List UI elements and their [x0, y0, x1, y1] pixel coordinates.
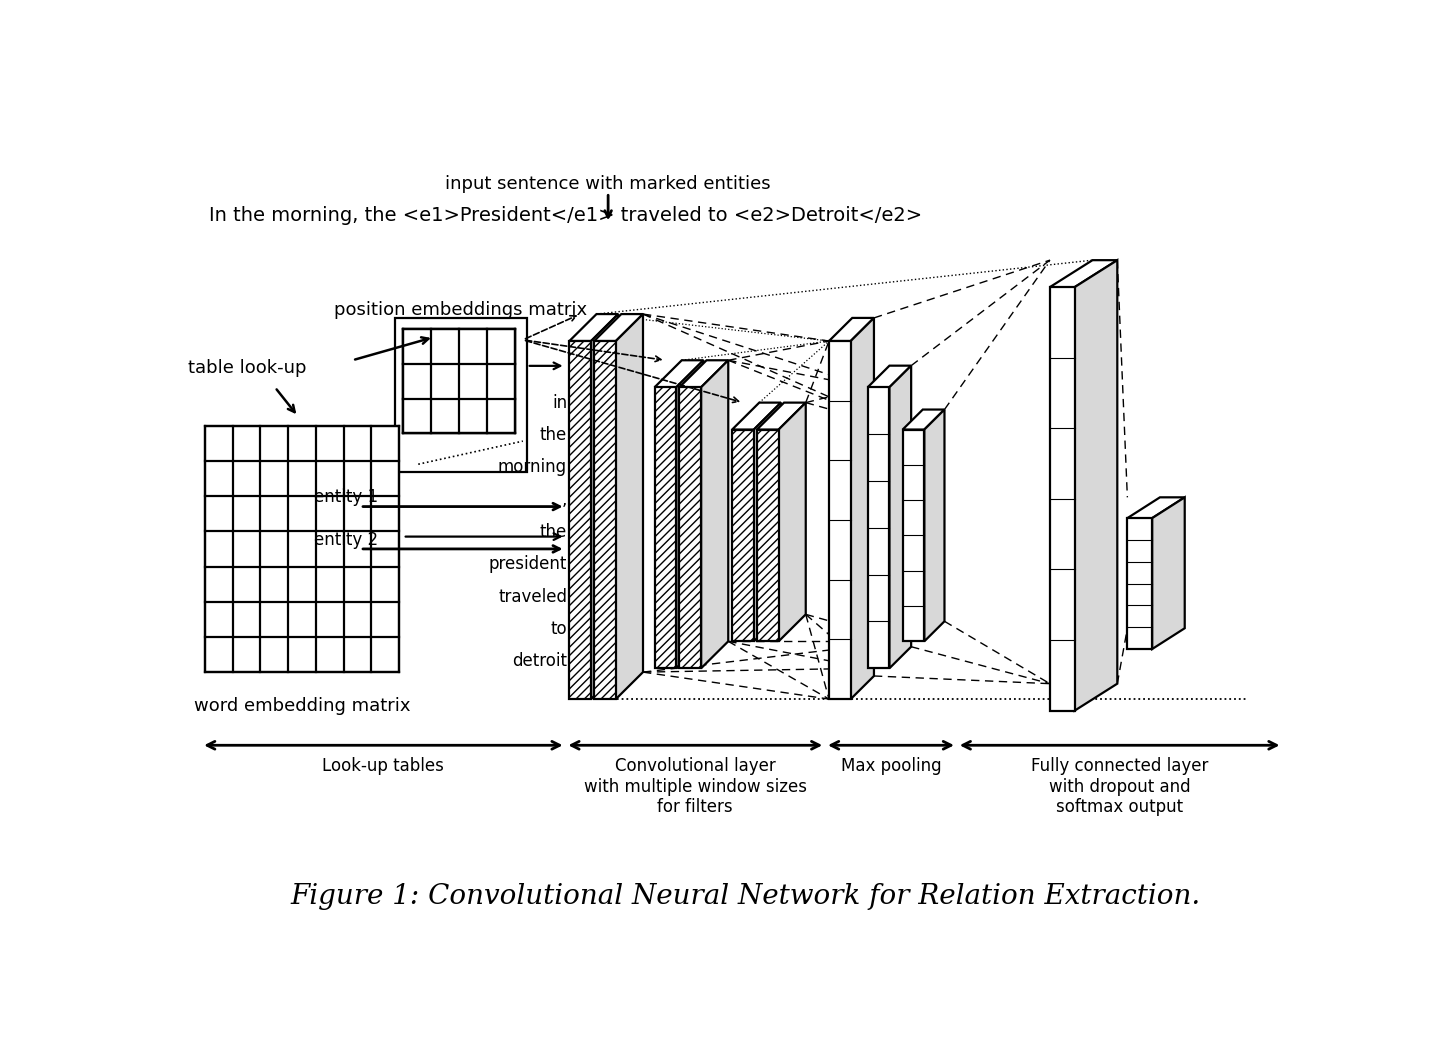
Bar	[1128, 518, 1152, 649]
Bar	[1051, 287, 1075, 711]
Polygon shape	[655, 361, 703, 387]
Bar	[205, 425, 399, 672]
Text: word embedding matrix: word embedding matrix	[194, 697, 410, 715]
Text: Look-up tables: Look-up tables	[323, 756, 444, 774]
Text: input sentence with marked entities: input sentence with marked entities	[445, 176, 771, 194]
Polygon shape	[594, 314, 643, 341]
Bar	[867, 387, 889, 669]
Text: Fully connected layer
with dropout and
softmax output: Fully connected layer with dropout and s…	[1032, 756, 1208, 817]
Polygon shape	[591, 314, 618, 699]
Bar	[403, 329, 515, 434]
Bar	[594, 341, 615, 699]
Text: the: the	[540, 426, 567, 444]
Polygon shape	[569, 314, 618, 341]
Text: ,: ,	[562, 491, 567, 509]
Bar	[403, 329, 515, 434]
Bar	[829, 341, 851, 699]
Bar	[757, 430, 778, 641]
Text: Convolutional layer
with multiple window sizes
for filters: Convolutional layer with multiple window…	[583, 756, 808, 817]
Text: the: the	[540, 523, 567, 541]
Polygon shape	[732, 403, 781, 430]
Text: entity 2: entity 2	[314, 531, 378, 549]
Text: in: in	[551, 394, 567, 412]
Polygon shape	[851, 317, 874, 699]
Polygon shape	[677, 361, 703, 669]
Bar	[679, 387, 701, 669]
Polygon shape	[615, 314, 643, 699]
Polygon shape	[1075, 260, 1117, 711]
Polygon shape	[1128, 497, 1184, 518]
Text: Max pooling: Max pooling	[841, 756, 941, 774]
Bar	[732, 430, 754, 641]
Bar	[655, 387, 677, 669]
Text: president: president	[489, 555, 567, 573]
Text: position embeddings matrix: position embeddings matrix	[335, 302, 588, 320]
Polygon shape	[924, 409, 944, 641]
Bar	[569, 341, 591, 699]
Text: In the morning, the <e1>President</e1> traveled to <e2>Detroit</e2>: In the morning, the <e1>President</e1> t…	[210, 206, 922, 225]
Polygon shape	[1152, 497, 1184, 649]
Polygon shape	[902, 409, 944, 430]
Polygon shape	[829, 317, 874, 341]
Bar	[902, 430, 924, 641]
Polygon shape	[757, 403, 806, 430]
Polygon shape	[701, 361, 729, 669]
Polygon shape	[889, 366, 911, 669]
Text: to: to	[550, 620, 567, 638]
Text: entity 1: entity 1	[314, 489, 378, 507]
Bar	[394, 317, 527, 472]
Polygon shape	[679, 361, 729, 387]
Polygon shape	[778, 403, 806, 641]
Text: Figure 1: Convolutional Neural Network for Relation Extraction.: Figure 1: Convolutional Neural Network f…	[290, 883, 1200, 911]
Polygon shape	[867, 366, 911, 387]
Text: traveled: traveled	[498, 587, 567, 605]
Text: table look-up: table look-up	[188, 359, 307, 377]
Text: morning: morning	[498, 458, 567, 476]
Polygon shape	[754, 403, 781, 641]
Polygon shape	[1051, 260, 1117, 287]
Text: detroit: detroit	[512, 653, 567, 671]
